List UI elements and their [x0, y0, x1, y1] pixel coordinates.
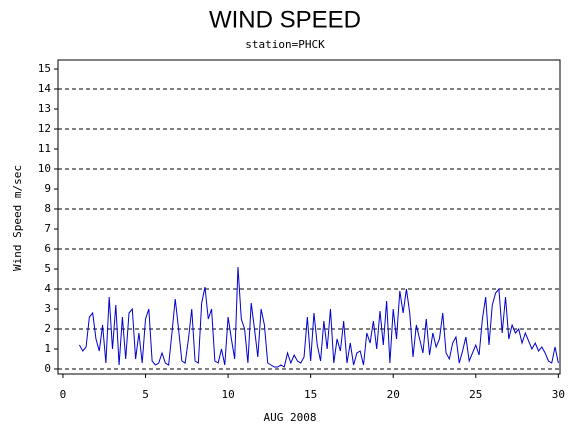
y-tick-label: 7: [44, 222, 51, 235]
y-tick-label: 8: [44, 202, 51, 215]
chart-title: WIND SPEED: [209, 6, 361, 33]
y-tick-label: 15: [38, 62, 51, 75]
x-tick-label: 15: [304, 388, 317, 401]
x-axis-label: AUG 2008: [264, 411, 317, 424]
y-tick-label: 12: [38, 122, 51, 135]
x-tick-label: 5: [142, 388, 149, 401]
x-tick-label: 30: [552, 388, 565, 401]
y-tick-label: 14: [38, 82, 52, 95]
y-tick-label: 1: [44, 342, 51, 355]
x-tick-label: 20: [387, 388, 400, 401]
x-tick-label: 0: [60, 388, 67, 401]
y-axis-label: Wind Speed m/sec: [11, 165, 24, 271]
y-tick-label: 13: [38, 102, 51, 115]
y-tick-label: 5: [44, 262, 51, 275]
data-line: [79, 266, 559, 368]
x-tick-label: 25: [469, 388, 482, 401]
y-tick-label: 4: [44, 282, 51, 295]
y-tick-label: 3: [44, 302, 51, 315]
x-tick-label: 10: [221, 388, 234, 401]
y-tick-label: 2: [44, 322, 51, 335]
chart-subtitle: station=PHCK: [245, 38, 325, 51]
plot-frame: [57, 59, 561, 375]
y-tick-label: 9: [44, 182, 51, 195]
y-tick-label: 0: [44, 362, 51, 375]
y-tick-label: 11: [38, 142, 51, 155]
y-tick-label: 6: [44, 242, 51, 255]
y-tick-label: 10: [38, 162, 51, 175]
